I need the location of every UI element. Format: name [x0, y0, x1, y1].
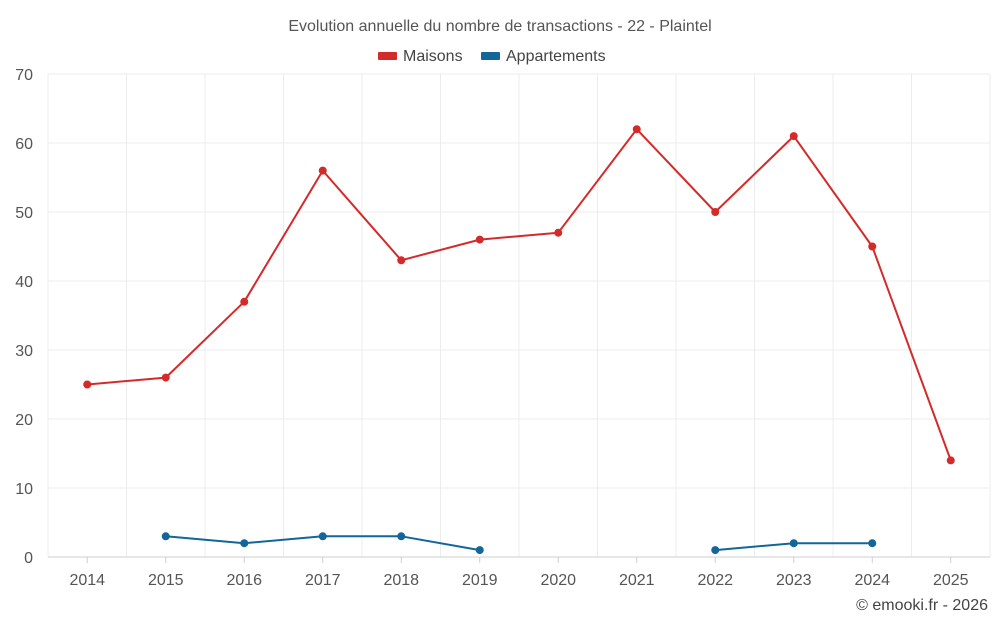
x-tick-label: 2014 [69, 572, 105, 589]
data-point-maisons [554, 228, 563, 237]
y-tick-label: 0 [24, 550, 33, 567]
data-point-maisons [868, 242, 877, 251]
x-tick-label: 2020 [540, 572, 576, 589]
data-point-appartements [318, 532, 327, 541]
y-tick-label: 10 [15, 481, 33, 498]
y-axis-ticks: 0 10 20 30 40 50 60 70 [15, 67, 33, 567]
chart-title: Evolution annuelle du nombre de transact… [288, 18, 711, 35]
x-tick-label: 2017 [305, 572, 341, 589]
x-tick-label: 2015 [148, 572, 184, 589]
data-point-maisons [240, 297, 249, 306]
y-tick-label: 30 [15, 343, 33, 360]
y-tick-label: 70 [15, 67, 33, 84]
legend-swatch-maisons [378, 52, 397, 60]
y-tick-label: 40 [15, 274, 33, 291]
x-tick-label: 2019 [462, 572, 498, 589]
legend-label-appartements[interactable]: Appartements [506, 48, 606, 65]
data-point-appartements [475, 546, 484, 555]
data-point-appartements [240, 539, 249, 548]
data-point-maisons [397, 256, 406, 265]
x-tick-label: 2025 [933, 572, 969, 589]
y-tick-label: 60 [15, 136, 33, 153]
data-point-maisons [946, 456, 955, 465]
data-point-maisons [789, 132, 798, 141]
x-tick-label: 2021 [619, 572, 655, 589]
y-tick-label: 50 [15, 205, 33, 222]
data-point-maisons [711, 208, 720, 216]
data-point-maisons [83, 380, 92, 389]
x-tick-label: 2024 [854, 572, 890, 589]
y-tick-label: 20 [15, 412, 33, 429]
legend: Maisons Appartements [378, 48, 606, 65]
data-point-appartements [161, 532, 170, 541]
x-tick-label: 2016 [226, 572, 262, 589]
x-gridlines [47, 74, 991, 558]
data-point-maisons [161, 373, 170, 382]
x-axis-ticks: 2014 2015 2016 2017 2018 2019 2020 2021 2022 2023… [69, 557, 969, 589]
series-line-maisons [86, 128, 952, 462]
series-layer [83, 125, 955, 555]
credit-text: © emooki.fr - 2026 [856, 597, 988, 614]
data-point-appartements [868, 539, 877, 548]
data-point-appartements [397, 532, 406, 541]
data-point-maisons [475, 235, 484, 244]
data-point-appartements [789, 539, 798, 548]
x-tick-label: 2023 [776, 572, 812, 589]
series-appartements [161, 532, 877, 555]
legend-label-maisons[interactable]: Maisons [403, 48, 463, 65]
x-tick-label: 2022 [697, 572, 733, 589]
data-point-appartements [711, 546, 720, 555]
legend-swatch-appartements [481, 52, 500, 60]
x-tick-label: 2018 [383, 572, 419, 589]
data-point-maisons [632, 125, 641, 134]
series-maisons [83, 125, 955, 465]
data-point-maisons [318, 166, 327, 175]
